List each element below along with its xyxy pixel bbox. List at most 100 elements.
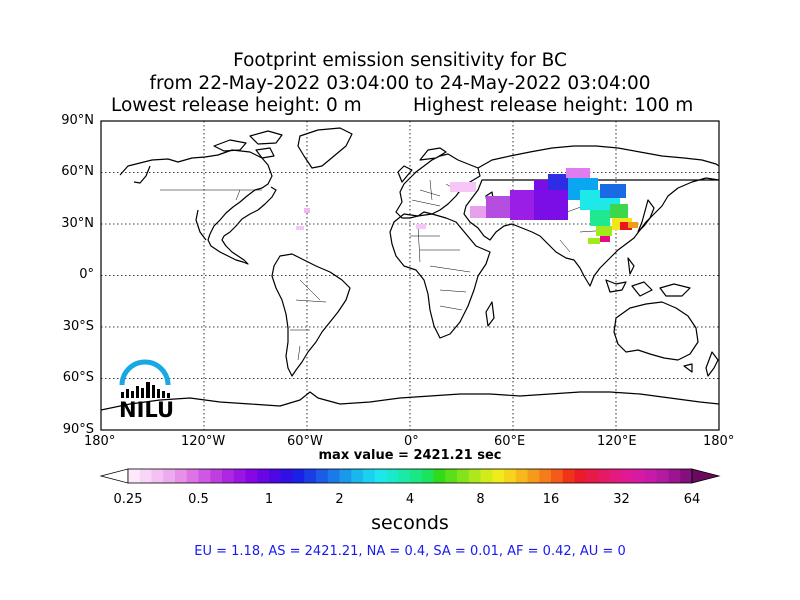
lowest-release-height: Lowest release height: 0 m <box>111 95 362 116</box>
asia-coast <box>463 145 720 287</box>
colorbar-cell <box>515 469 528 483</box>
footprint-cell <box>416 224 426 229</box>
logo-bar <box>162 391 165 398</box>
lon-label: 180° <box>84 434 116 449</box>
colorbar-cell <box>492 469 505 483</box>
border-line <box>410 225 471 311</box>
lat-label: 0° <box>79 267 94 282</box>
colorbar-tick: 32 <box>613 492 630 507</box>
logo-bar <box>121 392 124 398</box>
south-america-coast <box>271 253 351 377</box>
footprint-cell <box>486 196 516 218</box>
lat-label: 90°S <box>62 422 94 437</box>
colorbar-cell <box>269 469 282 483</box>
footprint-cell <box>296 226 304 230</box>
colorbar-cell <box>433 469 446 483</box>
border-line <box>160 189 262 201</box>
colorbar-cell <box>245 469 258 483</box>
border-line <box>411 179 461 207</box>
highest-release-height: Highest release height: 100 m <box>413 95 694 116</box>
logo-bar <box>136 386 139 398</box>
footprint-cell <box>566 168 590 178</box>
colorbar-cell <box>468 469 481 483</box>
lon-label: 120°E <box>597 434 637 449</box>
colorbar-cell <box>504 469 517 483</box>
colorbar-unit-label: seconds <box>371 512 449 534</box>
colorbar-cell <box>574 469 587 483</box>
colorbar-cell <box>198 469 211 483</box>
colorbar-tick: 4 <box>405 492 415 507</box>
colorbar-cell <box>175 469 188 483</box>
logo-bar <box>141 388 144 398</box>
colorbar-cell <box>621 469 634 483</box>
footprint-cell <box>620 222 632 230</box>
colorbar-cell <box>633 469 646 483</box>
logo-bar <box>152 385 155 398</box>
colorbar-cell <box>222 469 235 483</box>
colorbar-cell <box>586 469 599 483</box>
lat-label: 60°S <box>62 370 94 385</box>
colorbar-cell <box>139 469 152 483</box>
colorbar-cell <box>292 469 305 483</box>
colorbar-cell <box>398 469 411 483</box>
lat-label: 60°N <box>61 164 94 179</box>
footprint-cell <box>610 204 628 218</box>
colorbar-cell <box>163 469 176 483</box>
greenland-coast <box>297 127 353 169</box>
colorbar-cell <box>656 469 669 483</box>
lon-label: 180° <box>703 434 735 449</box>
colorbar-tick: 64 <box>683 492 701 507</box>
colorbar-cell <box>680 469 693 483</box>
footprint-cell <box>628 222 638 228</box>
colorbar-cell <box>257 469 270 483</box>
lon-label: 60°E <box>494 434 526 449</box>
coastlines <box>100 127 720 411</box>
footprint-cell <box>470 206 490 218</box>
title-line-2: from 22-May-2022 03:04:00 to 24-May-2022… <box>149 73 651 94</box>
nilu-logo-graphic <box>119 359 171 398</box>
australia-coast <box>613 301 699 373</box>
colorbar-cell <box>445 469 458 483</box>
arctic-islands <box>213 130 283 159</box>
colorbar-cell <box>151 469 164 483</box>
colorbar-cell <box>539 469 552 483</box>
colorbar-extend-low <box>99 468 129 484</box>
colorbar-cell <box>480 469 493 483</box>
lat-label: 30°S <box>62 319 94 334</box>
colorbar-cell <box>645 469 658 483</box>
colorbar-cell <box>598 469 611 483</box>
colorbar-cell <box>316 469 329 483</box>
footprint-cell <box>450 182 476 192</box>
footprint-cell <box>588 238 600 244</box>
antarctica-coast <box>100 391 720 411</box>
colorbar-cell <box>457 469 470 483</box>
new-zealand-coast <box>705 351 719 377</box>
footprint-cell <box>596 226 612 236</box>
border-line <box>290 279 327 361</box>
colorbar-cell <box>363 469 376 483</box>
colorbar-cell <box>339 469 352 483</box>
colorbar-cell <box>562 469 575 483</box>
colorbar-tick: 16 <box>542 492 560 507</box>
footprint-cell <box>590 210 610 226</box>
colorbar-tick: 2 <box>335 492 344 507</box>
japan-coast <box>637 199 655 233</box>
colorbar-tick: 0.25 <box>113 492 143 507</box>
colorbar-cell <box>527 469 540 483</box>
max-value-label: max value = 2421.21 sec <box>318 448 502 463</box>
title-line-1: Footprint emission sensitivity for BC <box>233 50 567 71</box>
africa-coast <box>389 213 495 339</box>
nilu-logo-text: NILU <box>119 398 175 422</box>
southeast-asia-islands <box>605 257 691 297</box>
colorbar-cell <box>410 469 423 483</box>
logo-bar <box>146 382 150 398</box>
lon-label: 0° <box>404 434 419 449</box>
lat-label: 30°N <box>61 216 94 231</box>
logo-bar <box>126 389 129 398</box>
colorbar-cell <box>128 469 141 483</box>
colorbar-cell <box>421 469 434 483</box>
colorbar-tick: 8 <box>476 492 485 507</box>
colorbar-cell <box>186 469 199 483</box>
